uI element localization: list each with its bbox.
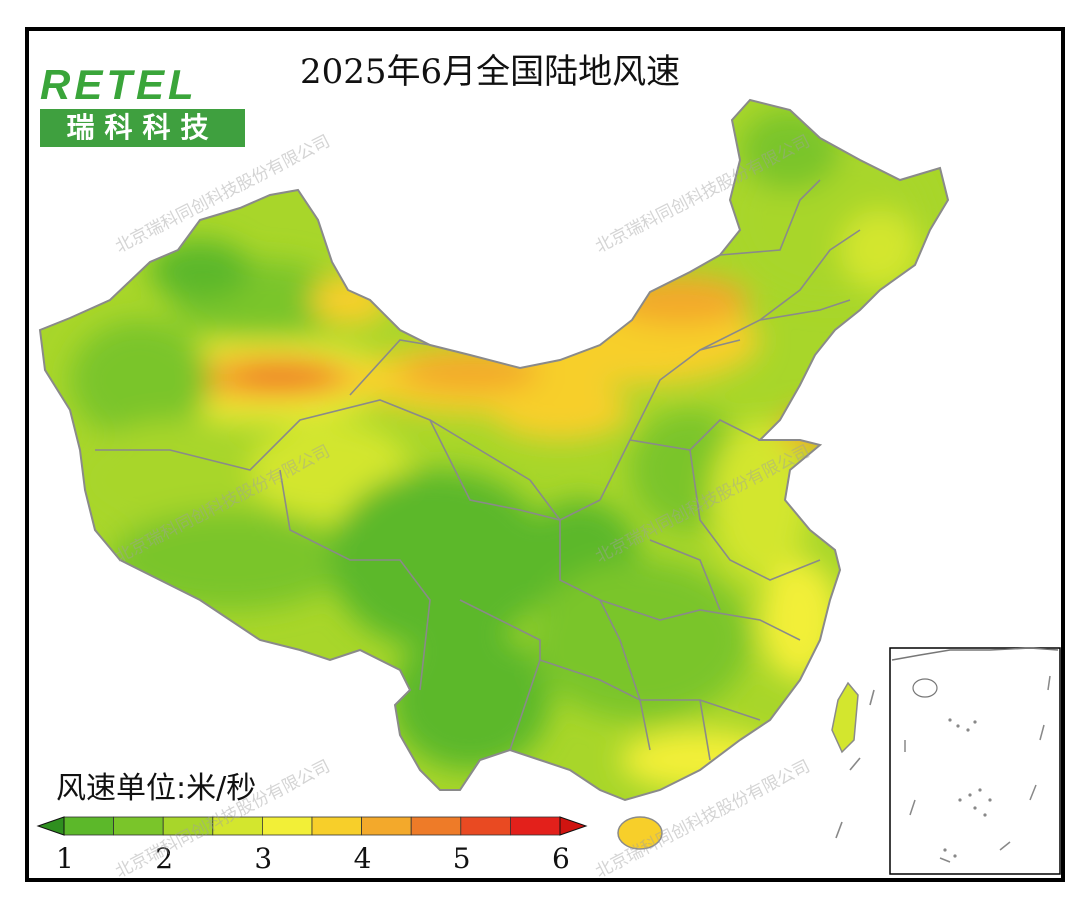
taiwan-island — [831, 681, 859, 754]
legend-swatch — [361, 816, 412, 836]
legend-arrow-low — [36, 816, 65, 836]
legend-swatch — [410, 816, 462, 836]
legend-swatch — [63, 816, 114, 836]
legend-swatch — [509, 816, 561, 836]
legend-arrow-high — [559, 816, 588, 836]
maritime-dashes — [835, 689, 875, 839]
china-outline — [38, 98, 950, 802]
hainan-island — [617, 816, 663, 850]
company-logo: RETEL 瑞科科技 — [40, 63, 245, 147]
legend-swatch — [212, 816, 263, 836]
logo-text-en: RETEL — [40, 61, 198, 108]
legend-tick-label: 5 — [452, 842, 471, 875]
map-title: 2025年6月全国陆地风速 — [300, 52, 681, 92]
legend-tick-label: 3 — [254, 842, 273, 875]
legend-bar — [36, 816, 588, 836]
legend-swatch — [311, 816, 362, 836]
legend-tick-label: 1 — [56, 842, 74, 875]
legend-tick-label: 6 — [552, 842, 570, 875]
legend-tick-label: 2 — [155, 842, 174, 875]
legend-swatch — [162, 816, 214, 836]
legend-tick-label: 4 — [353, 842, 372, 875]
inset-map — [889, 647, 1061, 875]
legend-swatch — [460, 816, 511, 836]
province-borders — [95, 179, 861, 761]
logo-text-cn: 瑞科科技 — [40, 109, 245, 147]
legend-swatch — [261, 816, 313, 836]
unit-label: 风速单位:米/秒 — [56, 771, 257, 806]
legend-swatch — [113, 816, 164, 836]
